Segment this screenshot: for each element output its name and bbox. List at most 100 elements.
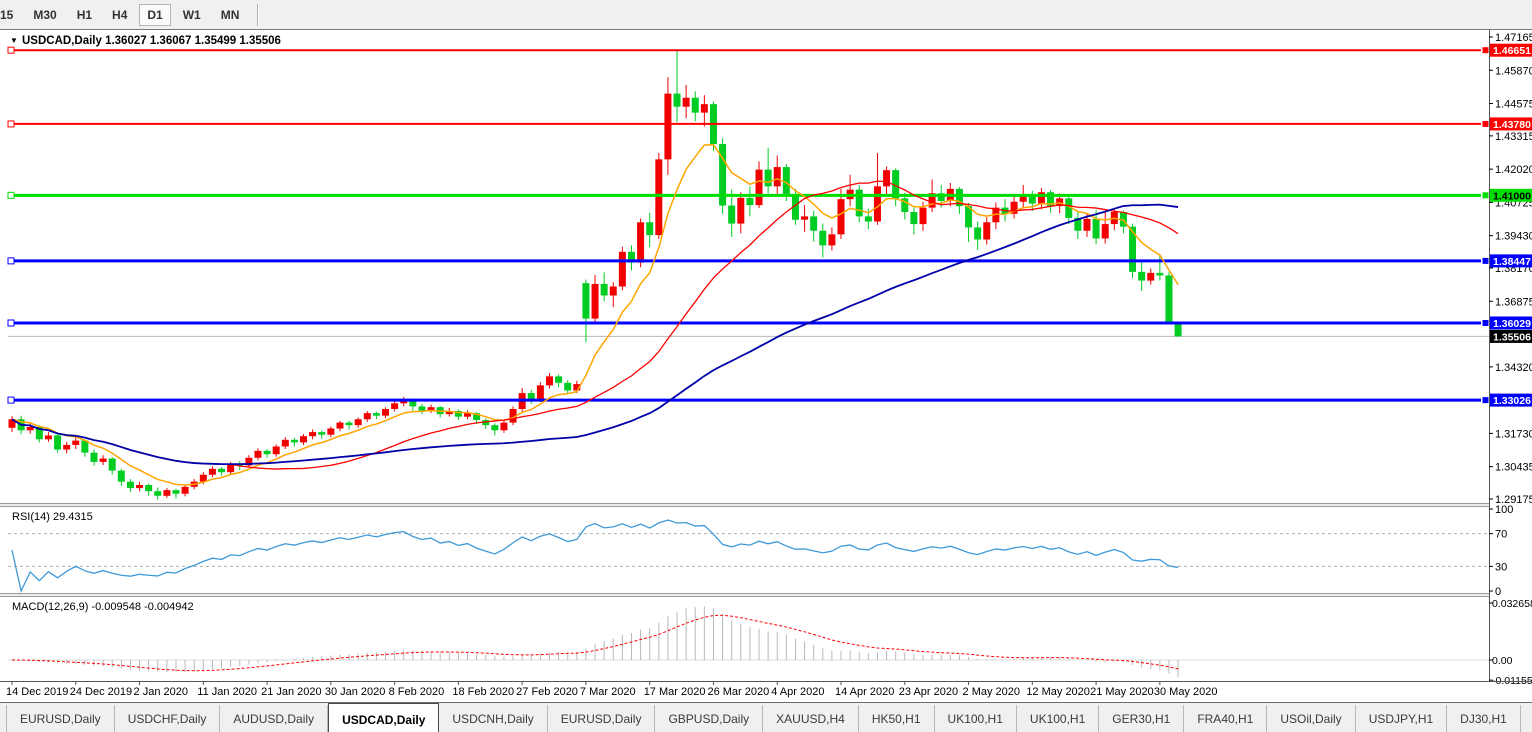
candle-body (755, 169, 763, 206)
candle-body (773, 167, 781, 187)
candle-body (309, 432, 317, 437)
chart-canvas[interactable]: RSI(14) 29.4315 MACD(12,26,9) -0.009548 -… (0, 30, 1532, 702)
candle-body (163, 490, 171, 496)
tab-usdchf-daily[interactable]: USDCHF,Daily (115, 705, 221, 732)
candle-body (263, 450, 271, 455)
candle-body (965, 206, 973, 228)
tab-gbpusd-daily[interactable]: GBPUSD,Daily (655, 705, 764, 732)
candle-body (1092, 218, 1100, 239)
price-axis-tick-label: 1.47165 (1495, 32, 1532, 44)
tab-uk100-h1[interactable]: UK100,H1 (935, 705, 1017, 732)
tab-usdcad-daily[interactable]: USDCAD,Daily (328, 703, 440, 732)
candle-body (764, 169, 772, 187)
date-axis-label: 30 Jan 2020 (325, 686, 386, 698)
tab-eurusd-daily[interactable]: EURUSD,Daily (548, 705, 656, 732)
tab-uk100-h1[interactable]: UK100,H1 (1017, 705, 1100, 732)
candle-body (1129, 226, 1137, 272)
date-axis-label: 27 Feb 2020 (516, 686, 578, 698)
timeframe-button-d1[interactable]: D1 (139, 3, 171, 26)
candle-body (1174, 323, 1182, 337)
tab-ger30-h1[interactable]: GER30,H1 (1099, 705, 1185, 732)
candle-body (791, 195, 799, 220)
hline-anchor-handle[interactable] (7, 120, 15, 128)
timeframe-toolbar: 15 M30 H1 H4 D1 W1 MN (0, 0, 1532, 30)
hline-anchor-handle[interactable] (7, 319, 15, 327)
tabs-scroll-left-icon[interactable]: ◄ (1531, 713, 1532, 723)
date-axis-label: 4 Apr 2020 (771, 686, 824, 698)
candle-body (864, 216, 872, 222)
candle-body (609, 286, 617, 296)
hline-axis-arrow (1482, 120, 1489, 127)
timeframe-button-w1[interactable]: W1 (175, 4, 209, 26)
price-axis-tick-label: 1.44575 (1495, 99, 1532, 111)
date-axis-label: 24 Dec 2019 (70, 686, 132, 698)
candle-body (1147, 272, 1155, 281)
timeframe-button-m30[interactable]: M30 (25, 4, 64, 26)
candle-body (363, 413, 371, 420)
candle-body (245, 457, 253, 466)
hline-anchor-handle[interactable] (7, 46, 15, 54)
level-price-box-text: 1.36029 (1493, 318, 1531, 330)
date-axis-label: 11 Jan 2020 (197, 686, 257, 698)
candle-body (883, 170, 891, 187)
level-price-box-text: 1.33026 (1493, 395, 1531, 407)
tab-usoil-daily[interactable]: USOil,Daily (1267, 705, 1356, 732)
price-axis-tick-label: 1.36875 (1495, 296, 1532, 308)
candle-body (35, 426, 43, 440)
candle-body (354, 419, 362, 426)
candle-body (828, 234, 836, 246)
candle-body (1047, 192, 1055, 207)
tab-xauusd-h4[interactable]: XAUUSD,H4 (763, 705, 859, 732)
tab-fra40-h1[interactable]: FRA40,H1 (1184, 705, 1268, 732)
date-axis-label: 17 Mar 2020 (644, 686, 706, 698)
macd-signal-line (11, 614, 1179, 672)
candle-body (837, 199, 845, 235)
hline-anchor-handle[interactable] (7, 257, 15, 265)
date-axis-label: 21 May 2020 (1090, 686, 1154, 698)
symbol-dropdown-icon: ▼ (10, 36, 18, 45)
date-axis-label: 2 May 2020 (963, 686, 1020, 698)
candle-body (673, 93, 681, 107)
timeframe-button-h1[interactable]: H1 (69, 4, 100, 26)
pane-separator[interactable] (0, 503, 1532, 507)
candle-body (117, 470, 125, 482)
current-price-box-text: 1.35506 (1493, 331, 1531, 343)
candle-body (26, 426, 34, 431)
level-price-box (1490, 316, 1532, 330)
candle-body (81, 440, 89, 453)
candle-body (108, 458, 116, 471)
candle-body (737, 197, 745, 224)
candle-body (400, 400, 408, 404)
hline-axis-arrow (1482, 319, 1489, 326)
candle-body (218, 468, 226, 473)
ma-fast-orange (11, 144, 1179, 486)
tab-usdcnh-daily[interactable]: USDCNH,Daily (439, 705, 548, 732)
candle-body (382, 408, 390, 416)
timeframe-button-h4[interactable]: H4 (104, 4, 135, 26)
price-axis-tick-label: 1.29175 (1495, 494, 1532, 506)
tab-hk50-h1[interactable]: HK50,H1 (859, 705, 935, 732)
timeframe-buttons: 15 M30 H1 H4 D1 W1 MN (0, 3, 249, 26)
hline-anchor-handle[interactable] (7, 396, 15, 404)
tab-audusd-daily[interactable]: AUDUSD,Daily (220, 705, 329, 732)
candle-body (591, 283, 599, 319)
candle-body (1019, 194, 1027, 202)
date-axis-label: 23 Apr 2020 (899, 686, 958, 698)
tab-eurusd-daily[interactable]: EURUSD,Daily (6, 705, 115, 732)
candle-body (1101, 224, 1109, 239)
candle-body (618, 251, 626, 287)
hline-anchor-handle[interactable] (7, 191, 15, 199)
candle-body (464, 413, 471, 417)
candle-body (208, 468, 216, 475)
timeframe-button-15[interactable]: 15 (0, 4, 21, 26)
chart-window: RSI(14) 29.4315 MACD(12,26,9) -0.009548 -… (0, 30, 1532, 702)
tab-dj30-h1[interactable]: DJ30,H1 (1447, 705, 1521, 732)
candle-body (600, 283, 608, 296)
candle-body (983, 222, 991, 240)
tab-usdjpy-h1[interactable]: USDJPY,H1 (1356, 705, 1448, 732)
pane-separator[interactable] (0, 593, 1532, 597)
timeframe-button-mn[interactable]: MN (213, 4, 248, 26)
candle-body (1074, 217, 1082, 231)
price-axis-tick-label: 1.31730 (1495, 428, 1532, 440)
level-price-box (1490, 43, 1532, 57)
